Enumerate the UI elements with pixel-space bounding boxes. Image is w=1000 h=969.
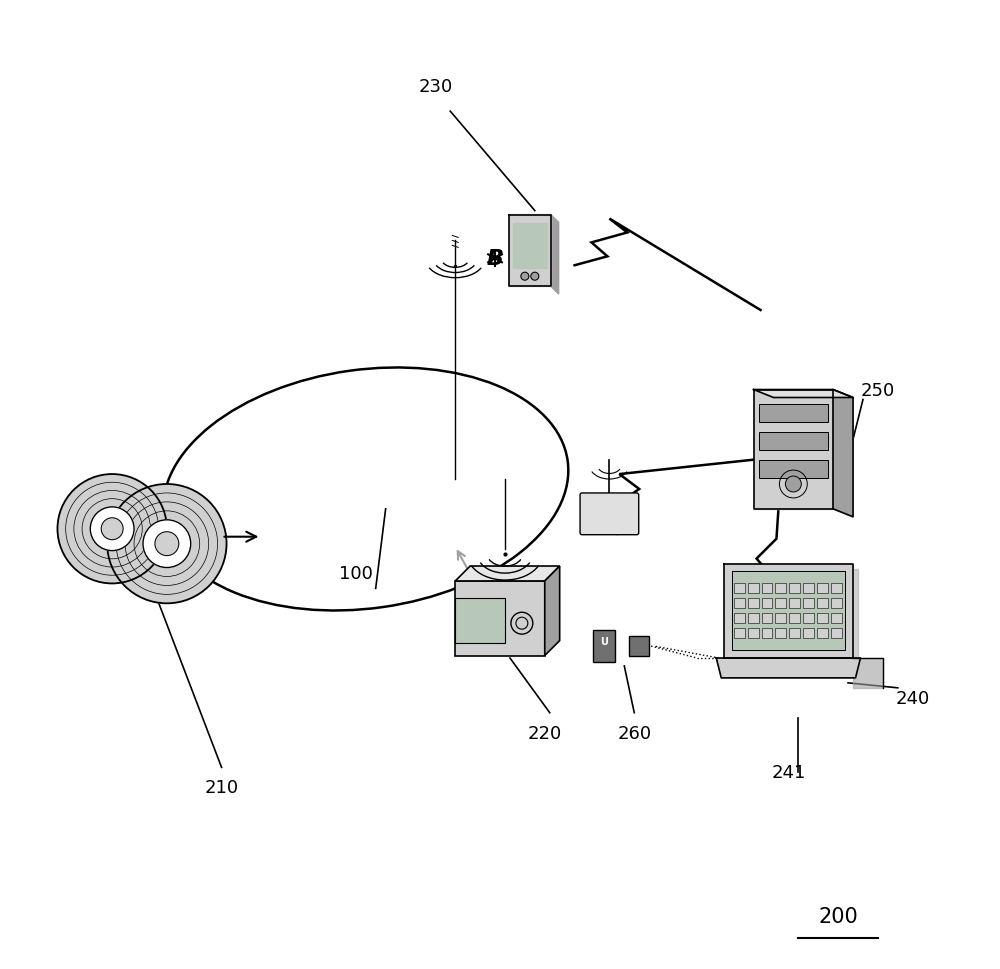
Bar	[803, 584, 814, 594]
Bar	[817, 629, 828, 639]
Polygon shape	[455, 567, 560, 581]
Bar	[817, 584, 828, 594]
Bar	[817, 613, 828, 624]
Bar	[762, 584, 772, 594]
Circle shape	[143, 520, 191, 568]
Text: 260: 260	[617, 724, 651, 742]
Bar	[748, 613, 759, 624]
Circle shape	[57, 475, 167, 584]
Circle shape	[785, 477, 801, 492]
Bar	[803, 599, 814, 609]
Bar	[762, 629, 772, 639]
Bar	[759, 433, 828, 451]
Bar	[734, 613, 745, 624]
Bar	[629, 637, 649, 656]
Text: 200: 200	[818, 907, 858, 926]
Bar	[831, 584, 842, 594]
Bar	[748, 584, 759, 594]
Bar	[734, 599, 745, 609]
Bar	[803, 613, 814, 624]
Polygon shape	[754, 391, 853, 398]
Polygon shape	[513, 223, 547, 269]
Bar	[734, 584, 745, 594]
Bar	[789, 599, 800, 609]
Polygon shape	[509, 215, 559, 223]
Bar	[762, 599, 772, 609]
Bar	[759, 460, 828, 479]
FancyBboxPatch shape	[580, 493, 639, 535]
Polygon shape	[545, 567, 560, 656]
Text: B: B	[487, 249, 504, 269]
Bar	[775, 613, 786, 624]
Text: 100: 100	[339, 565, 373, 583]
Polygon shape	[853, 658, 883, 688]
Bar	[789, 629, 800, 639]
Polygon shape	[551, 215, 559, 295]
Polygon shape	[754, 391, 833, 510]
Circle shape	[107, 484, 227, 604]
Polygon shape	[455, 581, 545, 656]
Bar	[762, 613, 772, 624]
Polygon shape	[732, 572, 845, 650]
Bar	[593, 631, 615, 662]
Bar	[775, 584, 786, 594]
Text: 220: 220	[528, 724, 562, 742]
Polygon shape	[509, 215, 551, 287]
Text: 210: 210	[204, 778, 239, 797]
Bar	[831, 613, 842, 624]
Bar	[748, 629, 759, 639]
Bar	[734, 629, 745, 639]
Polygon shape	[716, 658, 860, 678]
Circle shape	[155, 532, 179, 556]
Bar	[817, 599, 828, 609]
Bar	[759, 405, 828, 422]
Bar	[789, 584, 800, 594]
Bar	[455, 599, 505, 643]
Circle shape	[90, 508, 134, 551]
Bar	[789, 613, 800, 624]
Bar	[831, 629, 842, 639]
Circle shape	[101, 518, 123, 540]
Text: 230: 230	[418, 78, 452, 96]
Bar	[831, 599, 842, 609]
Polygon shape	[729, 569, 858, 664]
Text: 241: 241	[771, 764, 806, 782]
Circle shape	[521, 273, 529, 281]
Bar	[775, 629, 786, 639]
Text: 240: 240	[896, 689, 930, 707]
Bar	[748, 599, 759, 609]
Text: U: U	[600, 637, 608, 646]
Text: 250: 250	[861, 381, 895, 399]
Bar	[803, 629, 814, 639]
Polygon shape	[833, 391, 853, 517]
Polygon shape	[724, 564, 853, 658]
Bar	[775, 599, 786, 609]
Circle shape	[531, 273, 539, 281]
